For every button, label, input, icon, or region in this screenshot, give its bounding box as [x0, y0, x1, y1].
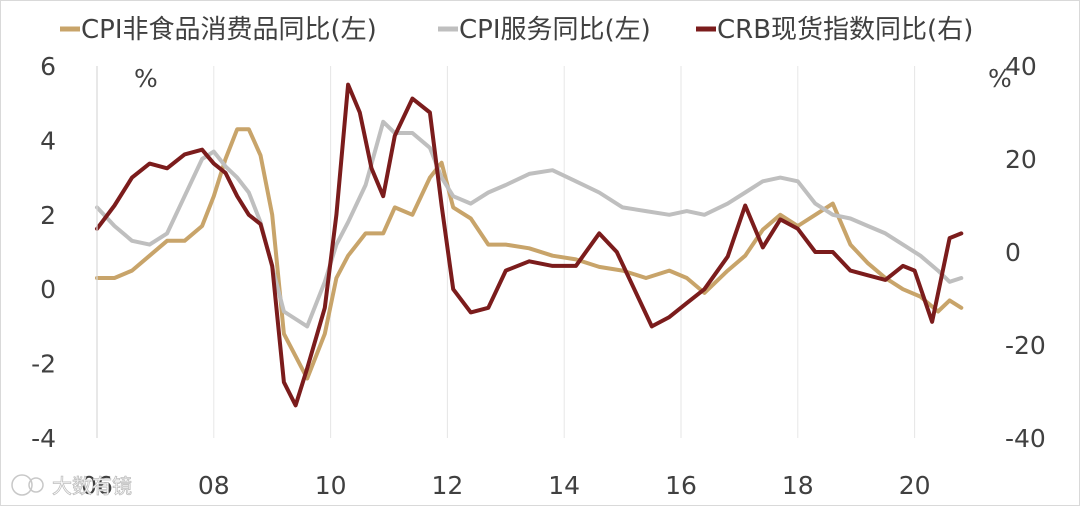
x-tick-label: 20 [899, 471, 931, 500]
right-axis-unit: % [988, 64, 1012, 93]
legend: CPI非食品消费品同比(左) CPI服务同比(左) CRB现货指数同比(右) [60, 15, 973, 45]
left-axis-unit: % [134, 64, 158, 93]
legend-label-2: CPI服务同比(左) [459, 15, 651, 45]
series-line-2 [95, 119, 964, 329]
y-right-tick-label: -40 [1005, 424, 1046, 453]
series-group [95, 82, 964, 408]
y-left-tick-label: -4 [31, 424, 56, 453]
series-line-3 [95, 82, 964, 408]
watermark-logo-icon [11, 474, 33, 496]
y-right-tick-label: -20 [1005, 331, 1046, 360]
x-tick-label: 06 [81, 471, 113, 500]
watermark-text: 大数有镜 [52, 474, 132, 498]
y-right-tick-label: 20 [1005, 145, 1037, 174]
legend-label-3: CRB现货指数同比(右) [717, 15, 973, 45]
x-tick-label: 16 [665, 471, 697, 500]
legend-label-1: CPI非食品消费品同比(左) [81, 15, 377, 45]
series-line-1 [95, 127, 964, 381]
x-tick-label: 08 [198, 471, 230, 500]
y-right-tick-label: 40 [1005, 52, 1037, 81]
y-left-tick-label: 4 [40, 126, 56, 155]
y-left-tick-label: 0 [40, 275, 56, 304]
y-left-tick-label: -2 [31, 350, 56, 379]
watermark-logo-icon-secondary [28, 477, 44, 493]
watermark: 大数有镜 [11, 474, 132, 498]
y-right-tick-label: 0 [1005, 238, 1021, 267]
x-tick-label: 12 [431, 471, 463, 500]
y-left-tick-label: 2 [40, 201, 56, 230]
x-tick-label: 14 [548, 471, 580, 500]
y-left-tick-label: 6 [40, 52, 56, 81]
x-tick-label: 18 [782, 471, 814, 500]
x-tick-label: 10 [315, 471, 347, 500]
